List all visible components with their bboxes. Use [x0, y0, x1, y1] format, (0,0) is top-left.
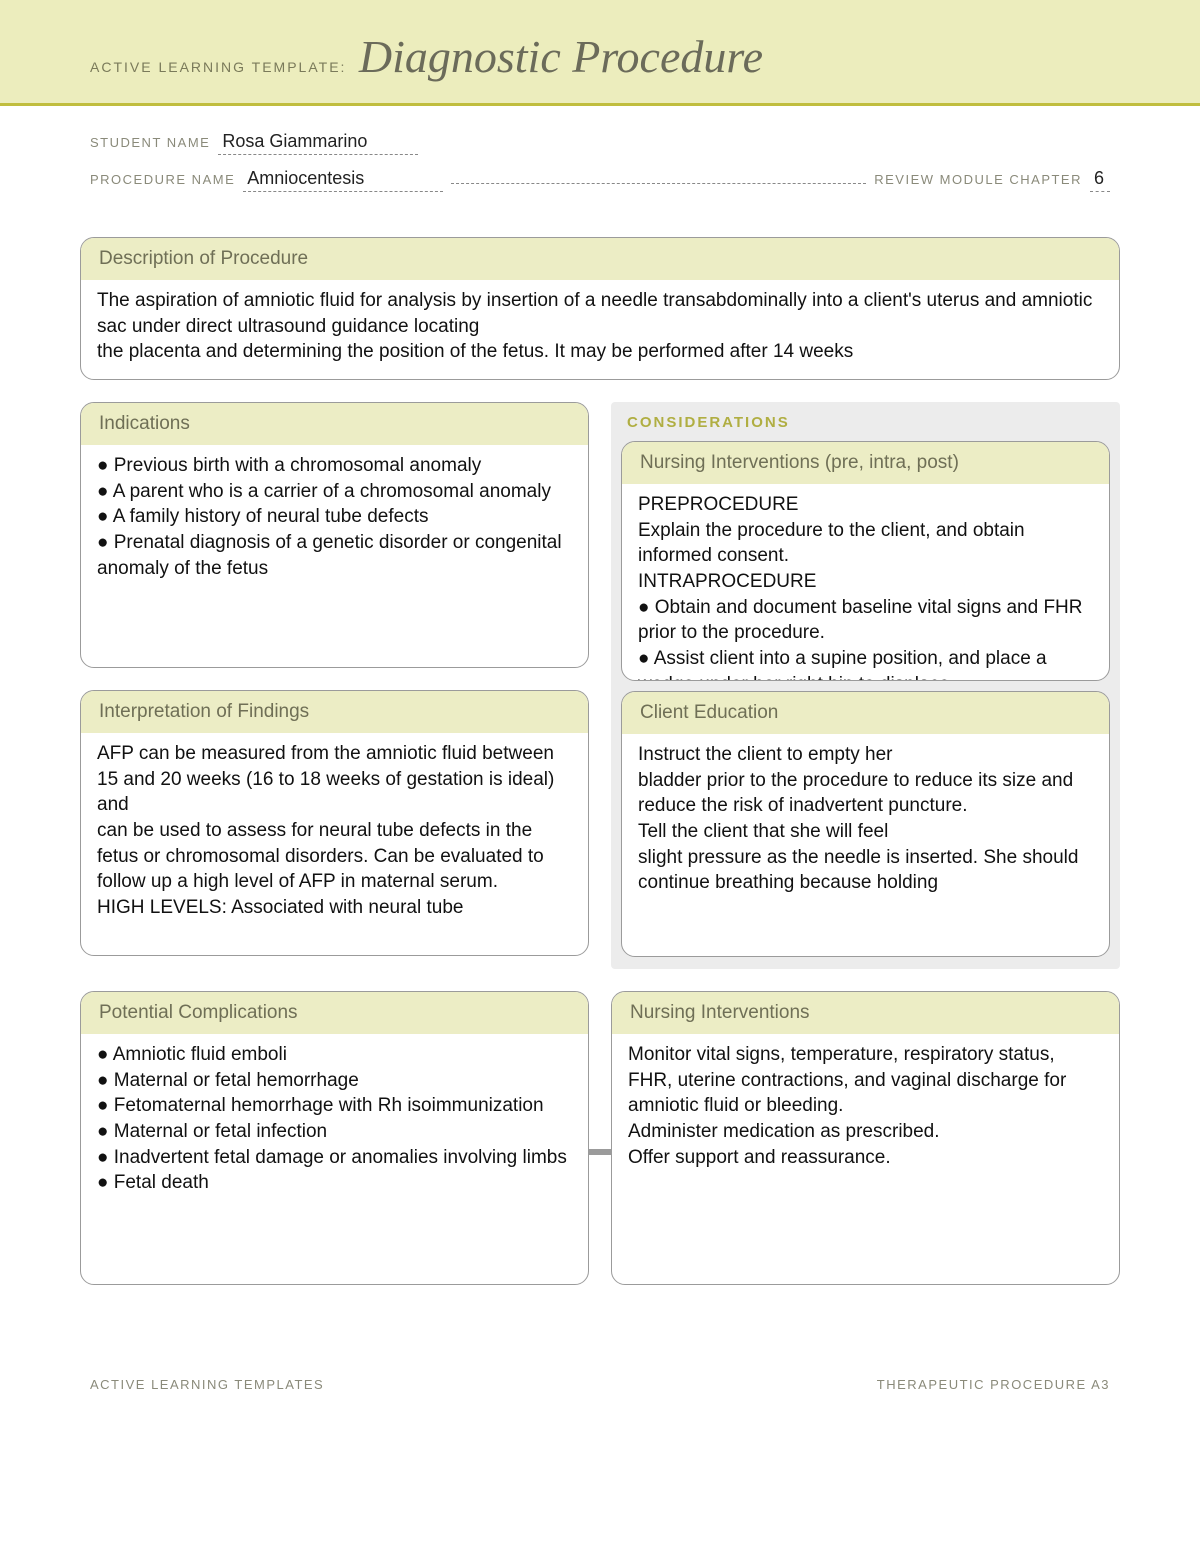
procedure-label: PROCEDURE NAME: [90, 172, 235, 187]
footer-left: ACTIVE LEARNING TEMPLATES: [90, 1377, 324, 1392]
chapter-value: 6: [1090, 168, 1110, 192]
considerations-label: CONSIDERATIONS: [621, 414, 1110, 441]
nursing-post-body: Monitor vital signs, temperature, respir…: [612, 1034, 1119, 1284]
indications-body: ● Previous birth with a chromosomal anom…: [81, 445, 588, 667]
nursing-post-title: Nursing Interventions: [612, 992, 1119, 1034]
student-label: STUDENT NAME: [90, 135, 210, 150]
footer: ACTIVE LEARNING TEMPLATES THERAPEUTIC PR…: [0, 1337, 1200, 1422]
chapter-label: REVIEW MODULE CHAPTER: [874, 172, 1082, 187]
content: Description of Procedure The aspiration …: [0, 212, 1200, 1337]
interpretation-body: AFP can be measured from the amniotic fl…: [81, 733, 588, 955]
complications-card: Potential Complications ● Amniotic fluid…: [80, 991, 589, 1285]
client-education-body: Instruct the client to empty herbladder …: [622, 734, 1109, 956]
indications-card: Indications ● Previous birth with a chro…: [80, 402, 589, 668]
nursing-post-card: Nursing Interventions Monitor vital sign…: [611, 991, 1120, 1285]
interpretation-card: Interpretation of Findings AFP can be me…: [80, 690, 589, 956]
nursing-pre-body: PREPROCEDUREExplain the procedure to the…: [622, 484, 1109, 680]
meta-block: STUDENT NAME Rosa Giammarino PROCEDURE N…: [0, 106, 1200, 212]
interpretation-title: Interpretation of Findings: [81, 691, 588, 733]
client-education-card: Client Education Instruct the client to …: [621, 691, 1110, 957]
procedure-value: Amniocentesis: [243, 168, 443, 192]
header-prefix: ACTIVE LEARNING TEMPLATE:: [90, 59, 346, 75]
nursing-pre-title: Nursing Interventions (pre, intra, post): [622, 442, 1109, 484]
student-value: Rosa Giammarino: [218, 131, 418, 155]
footer-right: THERAPEUTIC PROCEDURE A3: [877, 1377, 1110, 1392]
nursing-pre-card: Nursing Interventions (pre, intra, post)…: [621, 441, 1110, 681]
description-body: The aspiration of amniotic fluid for ana…: [81, 280, 1119, 379]
header-band: ACTIVE LEARNING TEMPLATE: Diagnostic Pro…: [0, 0, 1200, 106]
description-card: Description of Procedure The aspiration …: [80, 237, 1120, 380]
complications-body: ● Amniotic fluid emboli● Maternal or fet…: [81, 1034, 588, 1284]
header-title: Diagnostic Procedure: [359, 30, 763, 83]
indications-title: Indications: [81, 403, 588, 445]
description-title: Description of Procedure: [81, 238, 1119, 280]
filler-line: [451, 165, 866, 184]
client-education-title: Client Education: [622, 692, 1109, 734]
row-indications: Indications ● Previous birth with a chro…: [80, 402, 1120, 991]
considerations-wrap: CONSIDERATIONS Nursing Interventions (pr…: [611, 402, 1120, 969]
student-row: STUDENT NAME Rosa Giammarino: [90, 131, 1110, 155]
procedure-row: PROCEDURE NAME Amniocentesis REVIEW MODU…: [90, 165, 1110, 192]
row-bottom: Potential Complications ● Amniotic fluid…: [80, 991, 1120, 1307]
complications-title: Potential Complications: [81, 992, 588, 1034]
